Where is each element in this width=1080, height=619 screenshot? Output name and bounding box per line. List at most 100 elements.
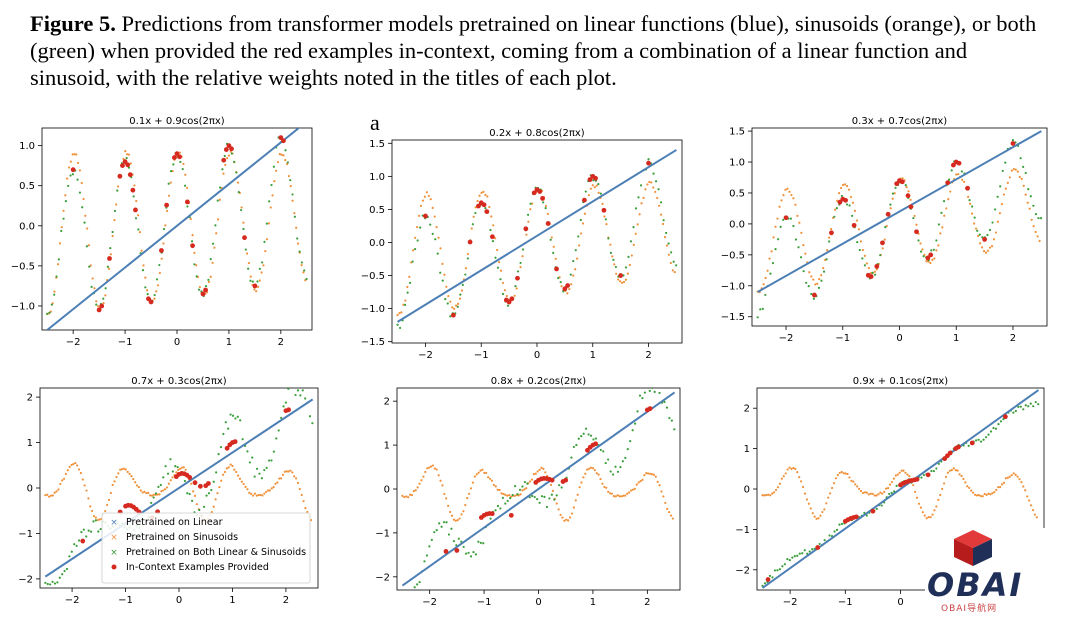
sinusoid-point — [634, 232, 637, 235]
both-point — [838, 523, 841, 526]
sinusoid-point — [981, 495, 984, 498]
cube-icon — [954, 530, 992, 566]
chart-title: 0.7x + 0.3cos(2πx) — [131, 376, 226, 387]
sinusoid-point — [285, 470, 288, 473]
sinusoid-point — [971, 491, 975, 494]
sinusoid-point — [1022, 485, 1025, 488]
sinusoid-point — [648, 472, 652, 475]
sinusoid-point — [863, 491, 867, 494]
sinusoid-point — [663, 236, 667, 239]
both-point — [761, 584, 764, 587]
sinusoid-point — [473, 475, 476, 478]
sinusoid-point — [128, 472, 131, 475]
watermark-logo: OBAI OBAI导航网 — [925, 528, 1075, 616]
sinusoid-point — [603, 485, 606, 489]
sinusoid-point — [763, 494, 766, 497]
sinusoid-point — [160, 490, 163, 493]
both-point — [805, 281, 808, 284]
both-point — [797, 246, 800, 249]
both-point — [663, 400, 666, 404]
sinusoid-point — [98, 518, 101, 521]
both-point — [465, 552, 468, 555]
y-tick-label: −1 — [18, 529, 33, 540]
sinusoid-point — [62, 209, 65, 212]
both-point — [188, 492, 191, 496]
sinusoid-point — [925, 517, 928, 520]
incontext-point — [120, 163, 125, 168]
both-point — [761, 307, 764, 310]
sinusoid-point — [287, 174, 290, 178]
sinusoid-point — [905, 185, 908, 189]
both-point — [282, 405, 285, 408]
both-point — [267, 459, 271, 462]
both-point — [237, 190, 240, 194]
sinusoid-point — [821, 510, 824, 514]
both-point — [922, 473, 926, 477]
sinusoid-point — [603, 215, 606, 218]
sinusoid-point — [633, 487, 636, 491]
sinusoid-point — [792, 197, 795, 200]
both-point — [236, 415, 239, 418]
both-point — [132, 195, 135, 198]
both-point — [516, 493, 519, 496]
sinusoid-point — [294, 477, 298, 480]
both-point — [932, 248, 935, 251]
both-point — [636, 410, 639, 413]
sinusoid-point — [186, 186, 189, 190]
both-point — [1034, 213, 1038, 216]
sinusoid-point — [1029, 504, 1033, 507]
sinusoid-point — [240, 480, 243, 483]
sinusoid-point — [618, 280, 622, 283]
both-point — [932, 469, 935, 473]
sinusoid-point — [105, 503, 109, 507]
both-point — [612, 258, 615, 261]
sinusoid-point — [985, 493, 988, 496]
both-point — [989, 430, 993, 433]
sinusoid-point — [132, 478, 135, 481]
both-point — [496, 504, 500, 508]
both-point — [670, 419, 673, 422]
sinusoid-point — [937, 498, 940, 501]
both-point — [960, 170, 964, 173]
both-point — [657, 188, 660, 191]
both-point — [1004, 161, 1007, 164]
incontext-point — [242, 235, 247, 241]
incontext-point — [565, 283, 571, 288]
both-point — [494, 509, 497, 512]
sinusoid-point — [481, 468, 484, 471]
both-point — [153, 293, 156, 297]
sinusoid-point — [925, 260, 928, 263]
both-point — [90, 285, 93, 288]
incontext-point — [956, 444, 961, 450]
both-point — [251, 280, 254, 283]
sinusoid-point — [830, 486, 834, 490]
sinusoid-point — [246, 488, 249, 491]
both-point — [209, 257, 212, 261]
incontext-point — [874, 263, 880, 269]
both-point — [614, 265, 618, 269]
sinusoid-point — [501, 281, 505, 285]
sinusoid-point — [109, 491, 112, 495]
sinusoid-point — [419, 204, 423, 207]
sinusoid-point — [418, 482, 421, 485]
both-point — [116, 189, 119, 192]
both-point — [477, 540, 480, 543]
both-point — [997, 423, 1000, 426]
sinusoid-point — [443, 273, 446, 276]
x-tick-label: 2 — [1010, 333, 1016, 344]
sinusoid-point — [282, 154, 285, 157]
sinusoid-point — [658, 484, 661, 487]
sinusoid-point — [1004, 477, 1008, 480]
sinusoid-point — [265, 238, 269, 241]
sinusoid-point — [605, 223, 608, 226]
both-point — [820, 279, 823, 282]
y-tick-label: −1 — [735, 525, 750, 536]
sinusoid-point — [195, 264, 198, 267]
x-tick-label: −2 — [66, 337, 81, 348]
both-point — [526, 482, 529, 485]
both-point — [973, 216, 976, 219]
sinusoid-point — [576, 257, 579, 260]
both-point — [848, 204, 851, 207]
sinusoid-point — [943, 214, 946, 217]
sinusoid-point — [554, 257, 557, 260]
